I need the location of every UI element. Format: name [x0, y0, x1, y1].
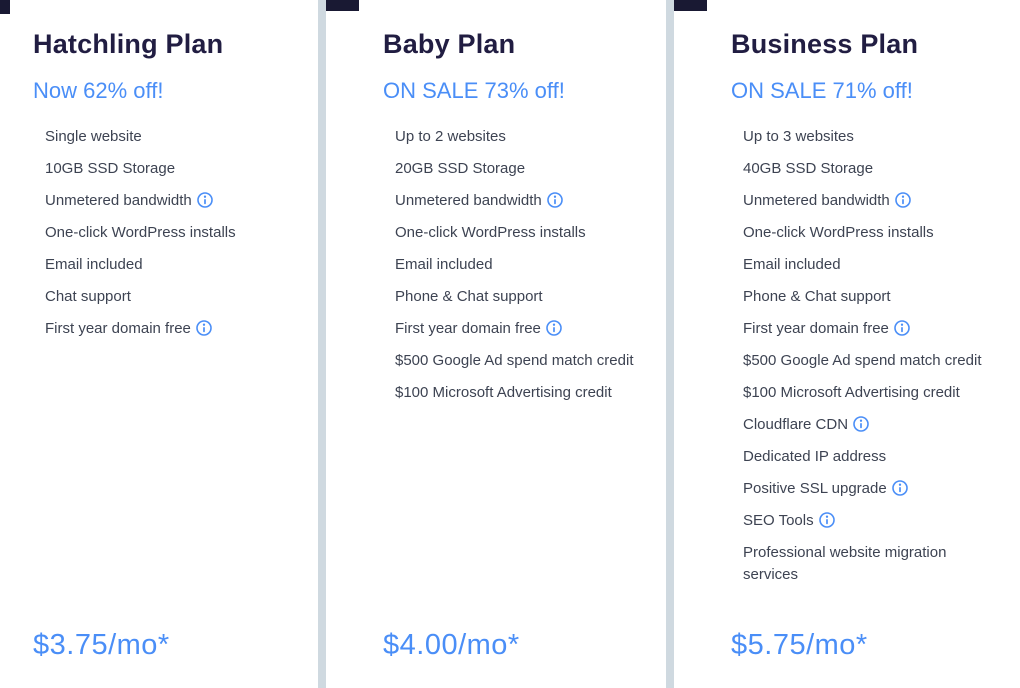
feature-text: Up to 2 websites: [395, 128, 506, 145]
feature-item: $100 Microsoft Advertising credit: [743, 382, 993, 404]
feature-item: Up to 3 websites: [743, 126, 993, 148]
info-icon[interactable]: [891, 480, 908, 496]
feature-text: Email included: [395, 256, 493, 273]
feature-text: Unmetered bandwidth: [395, 192, 542, 209]
feature-text: One-click WordPress installs: [45, 224, 236, 241]
feature-item: First year domain free: [45, 318, 295, 340]
feature-item: 20GB SSD Storage: [395, 158, 645, 180]
feature-text: One-click WordPress installs: [395, 224, 586, 241]
info-icon[interactable]: [853, 416, 869, 432]
feature-item: Email included: [45, 254, 295, 276]
feature-item: 40GB SSD Storage: [743, 158, 993, 180]
info-icon[interactable]: [196, 192, 213, 208]
feature-item: $500 Google Ad spend match credit: [395, 350, 645, 372]
info-icon[interactable]: [546, 192, 563, 208]
selected-term-tab-fragment: [0, 0, 10, 14]
feature-text: Email included: [45, 256, 143, 273]
feature-text: Phone & Chat support: [743, 288, 891, 305]
plan-title: Baby Plan: [383, 29, 516, 59]
plan-card-baby: Baby Plan ON SALE 73% off! Up to 2 websi…: [326, 0, 666, 688]
feature-text: $100 Microsoft Advertising credit: [395, 384, 612, 401]
plan-price: $4.00/mo*: [383, 629, 520, 661]
feature-text: $100 Microsoft Advertising credit: [743, 384, 960, 401]
feature-text: One-click WordPress installs: [743, 224, 934, 241]
plan-price: $3.75/mo*: [33, 629, 170, 661]
feature-text: Unmetered bandwidth: [45, 192, 192, 209]
feature-item: Unmetered bandwidth: [743, 190, 993, 212]
feature-item: Single website: [45, 126, 295, 148]
feature-text: SEO Tools: [743, 512, 814, 529]
feature-text: 40GB SSD Storage: [743, 160, 874, 177]
feature-text: Up to 3 websites: [743, 128, 854, 145]
feature-text: Unmetered bandwidth: [743, 192, 890, 209]
info-icon[interactable]: [894, 320, 910, 336]
feature-item: Phone & Chat support: [395, 286, 645, 308]
feature-item: 10GB SSD Storage: [45, 158, 295, 180]
plan-card-business: Business Plan ON SALE 71% off! Up to 3 w…: [674, 0, 1020, 688]
feature-item: $100 Microsoft Advertising credit: [395, 382, 645, 404]
feature-item: Professional website migration services: [743, 542, 993, 586]
plan-title: Hatchling Plan: [33, 29, 224, 59]
selected-term-tab-fragment: [326, 0, 359, 11]
feature-text: Phone & Chat support: [395, 288, 543, 305]
feature-text: First year domain free: [45, 320, 191, 337]
feature-text: $500 Google Ad spend match credit: [395, 352, 634, 369]
feature-text: Email included: [743, 256, 841, 273]
plan-card-hatchling: Hatchling Plan Now 62% off! Single websi…: [0, 0, 318, 688]
feature-item: SEO Tools: [743, 510, 993, 532]
feature-item: One-click WordPress installs: [45, 222, 295, 244]
selected-term-tab-fragment: [674, 0, 707, 11]
info-icon[interactable]: [196, 320, 212, 336]
feature-list: Up to 2 websites 20GB SSD Storage Unmetere…: [395, 126, 650, 414]
feature-text: Chat support: [45, 288, 131, 305]
feature-text: Professional website migration services: [743, 544, 947, 583]
plan-title: Business Plan: [731, 29, 919, 59]
feature-item: First year domain free: [395, 318, 645, 340]
feature-text: Single website: [45, 128, 142, 145]
feature-item: Email included: [395, 254, 645, 276]
feature-text: $500 Google Ad spend match credit: [743, 352, 982, 369]
feature-item: Unmetered bandwidth: [45, 190, 295, 212]
feature-item: One-click WordPress installs: [743, 222, 993, 244]
feature-item: Unmetered bandwidth: [395, 190, 645, 212]
feature-item: Email included: [743, 254, 993, 276]
info-icon[interactable]: [546, 320, 562, 336]
feature-item: Chat support: [45, 286, 295, 308]
feature-item: Dedicated IP address: [743, 446, 993, 468]
feature-text: First year domain free: [395, 320, 541, 337]
info-icon[interactable]: [818, 512, 835, 528]
feature-text: 20GB SSD Storage: [395, 160, 526, 177]
feature-item: Cloudflare CDN: [743, 414, 993, 436]
feature-text: Cloudflare CDN: [743, 416, 849, 433]
sale-banner: ON SALE 71% off!: [731, 78, 913, 103]
feature-item: $500 Google Ad spend match credit: [743, 350, 993, 372]
sale-banner: ON SALE 73% off!: [383, 78, 565, 103]
feature-list: Up to 3 websites 40GB SSD Storage Unmetere…: [743, 126, 1010, 596]
sale-banner: Now 62% off!: [33, 78, 164, 103]
feature-item: Up to 2 websites: [395, 126, 645, 148]
plan-price: $5.75/mo*: [731, 629, 868, 661]
feature-text: Dedicated IP address: [743, 448, 887, 465]
feature-item: Positive SSL upgrade: [743, 478, 993, 500]
feature-text: Positive SSL upgrade: [743, 480, 887, 497]
feature-list: Single website 10GB SSD Storage Unmetered …: [45, 126, 302, 350]
feature-item: Phone & Chat support: [743, 286, 993, 308]
feature-item: First year domain free: [743, 318, 993, 340]
feature-text: 10GB SSD Storage: [45, 160, 176, 177]
feature-item: One-click WordPress installs: [395, 222, 645, 244]
info-icon[interactable]: [894, 192, 911, 208]
feature-text: First year domain free: [743, 320, 889, 337]
